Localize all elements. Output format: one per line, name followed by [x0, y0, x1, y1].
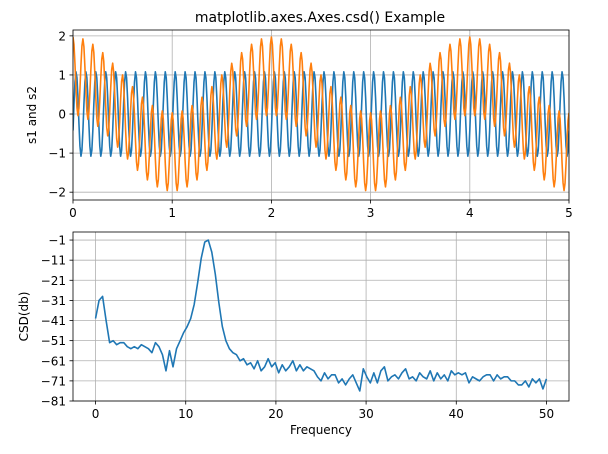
- signal-x-tick-label: 4: [466, 206, 474, 220]
- signal-y-tick-label: −1: [48, 147, 66, 161]
- csd-x-tick-label: 0: [92, 407, 100, 421]
- signal-axes-frame: [72, 29, 570, 201]
- csd-x-tick-label: 20: [268, 407, 283, 421]
- signal-y-tick-label: −2: [48, 186, 66, 200]
- csd-grid: [73, 232, 569, 402]
- csd-y-tick-label: −1: [48, 234, 66, 248]
- signal-x-tick-label: 5: [565, 206, 573, 220]
- csd-y-tick-label: −11: [41, 254, 66, 268]
- signal-x-tick-label: 3: [367, 206, 375, 220]
- signal-lines: [73, 36, 569, 192]
- csd-y-tick-label: −51: [41, 334, 66, 348]
- csd-y-tick-label: −71: [41, 374, 66, 388]
- signal-series-line-0: [73, 71, 569, 158]
- csd-y-tick-label: −61: [41, 354, 66, 368]
- signal-y-tick-label: 1: [58, 68, 66, 82]
- csd-axes-frame: [72, 231, 570, 402]
- csd-x-tick-label: 40: [449, 407, 464, 421]
- csd-lines: [94, 239, 548, 392]
- signal-x-tick-label: 0: [69, 206, 77, 220]
- csd-axes: 0 10 20 30 40 50 −1 −11 −21 −31 −41 −51 −61 −71 −81 CS…: [17, 231, 570, 437]
- csd-x-tick-label: 30: [358, 407, 373, 421]
- signal-y-tick-label: 2: [58, 29, 66, 43]
- csd-y-tick-label: −21: [41, 274, 66, 288]
- csd-y-tick-label: −31: [41, 294, 66, 308]
- signal-x-tick-label: 1: [168, 206, 176, 220]
- csd-x-axis-label: Frequency: [290, 423, 352, 437]
- csd-x-tick-label: 10: [178, 407, 193, 421]
- csd-ticks: 0 10 20 30 40 50 −1 −11 −21 −31 −41 −51 −61 −71 −81: [41, 234, 554, 421]
- csd-y-tick-label: −81: [41, 395, 66, 409]
- figure-title: matplotlib.axes.Axes.csd() Example: [195, 10, 445, 26]
- csd-y-axis-label: CSD(db): [17, 292, 31, 342]
- signal-series-line-1: [73, 36, 569, 192]
- signal-y-tick-label: 0: [58, 108, 66, 122]
- signal-ticks: 0 1 2 3 4 5 −2 −1 0 1 2: [48, 29, 573, 220]
- csd-y-tick-label: −41: [41, 314, 66, 328]
- signal-y-axis-label: s1 and s2: [25, 86, 39, 144]
- csd-series-line-0: [94, 239, 548, 392]
- signal-x-tick-label: 2: [268, 206, 276, 220]
- signal-axes: 0 1 2 3 4 5 −2 −1 0 1 2 s1 and s2: [25, 29, 573, 220]
- csd-x-tick-label: 50: [539, 407, 554, 421]
